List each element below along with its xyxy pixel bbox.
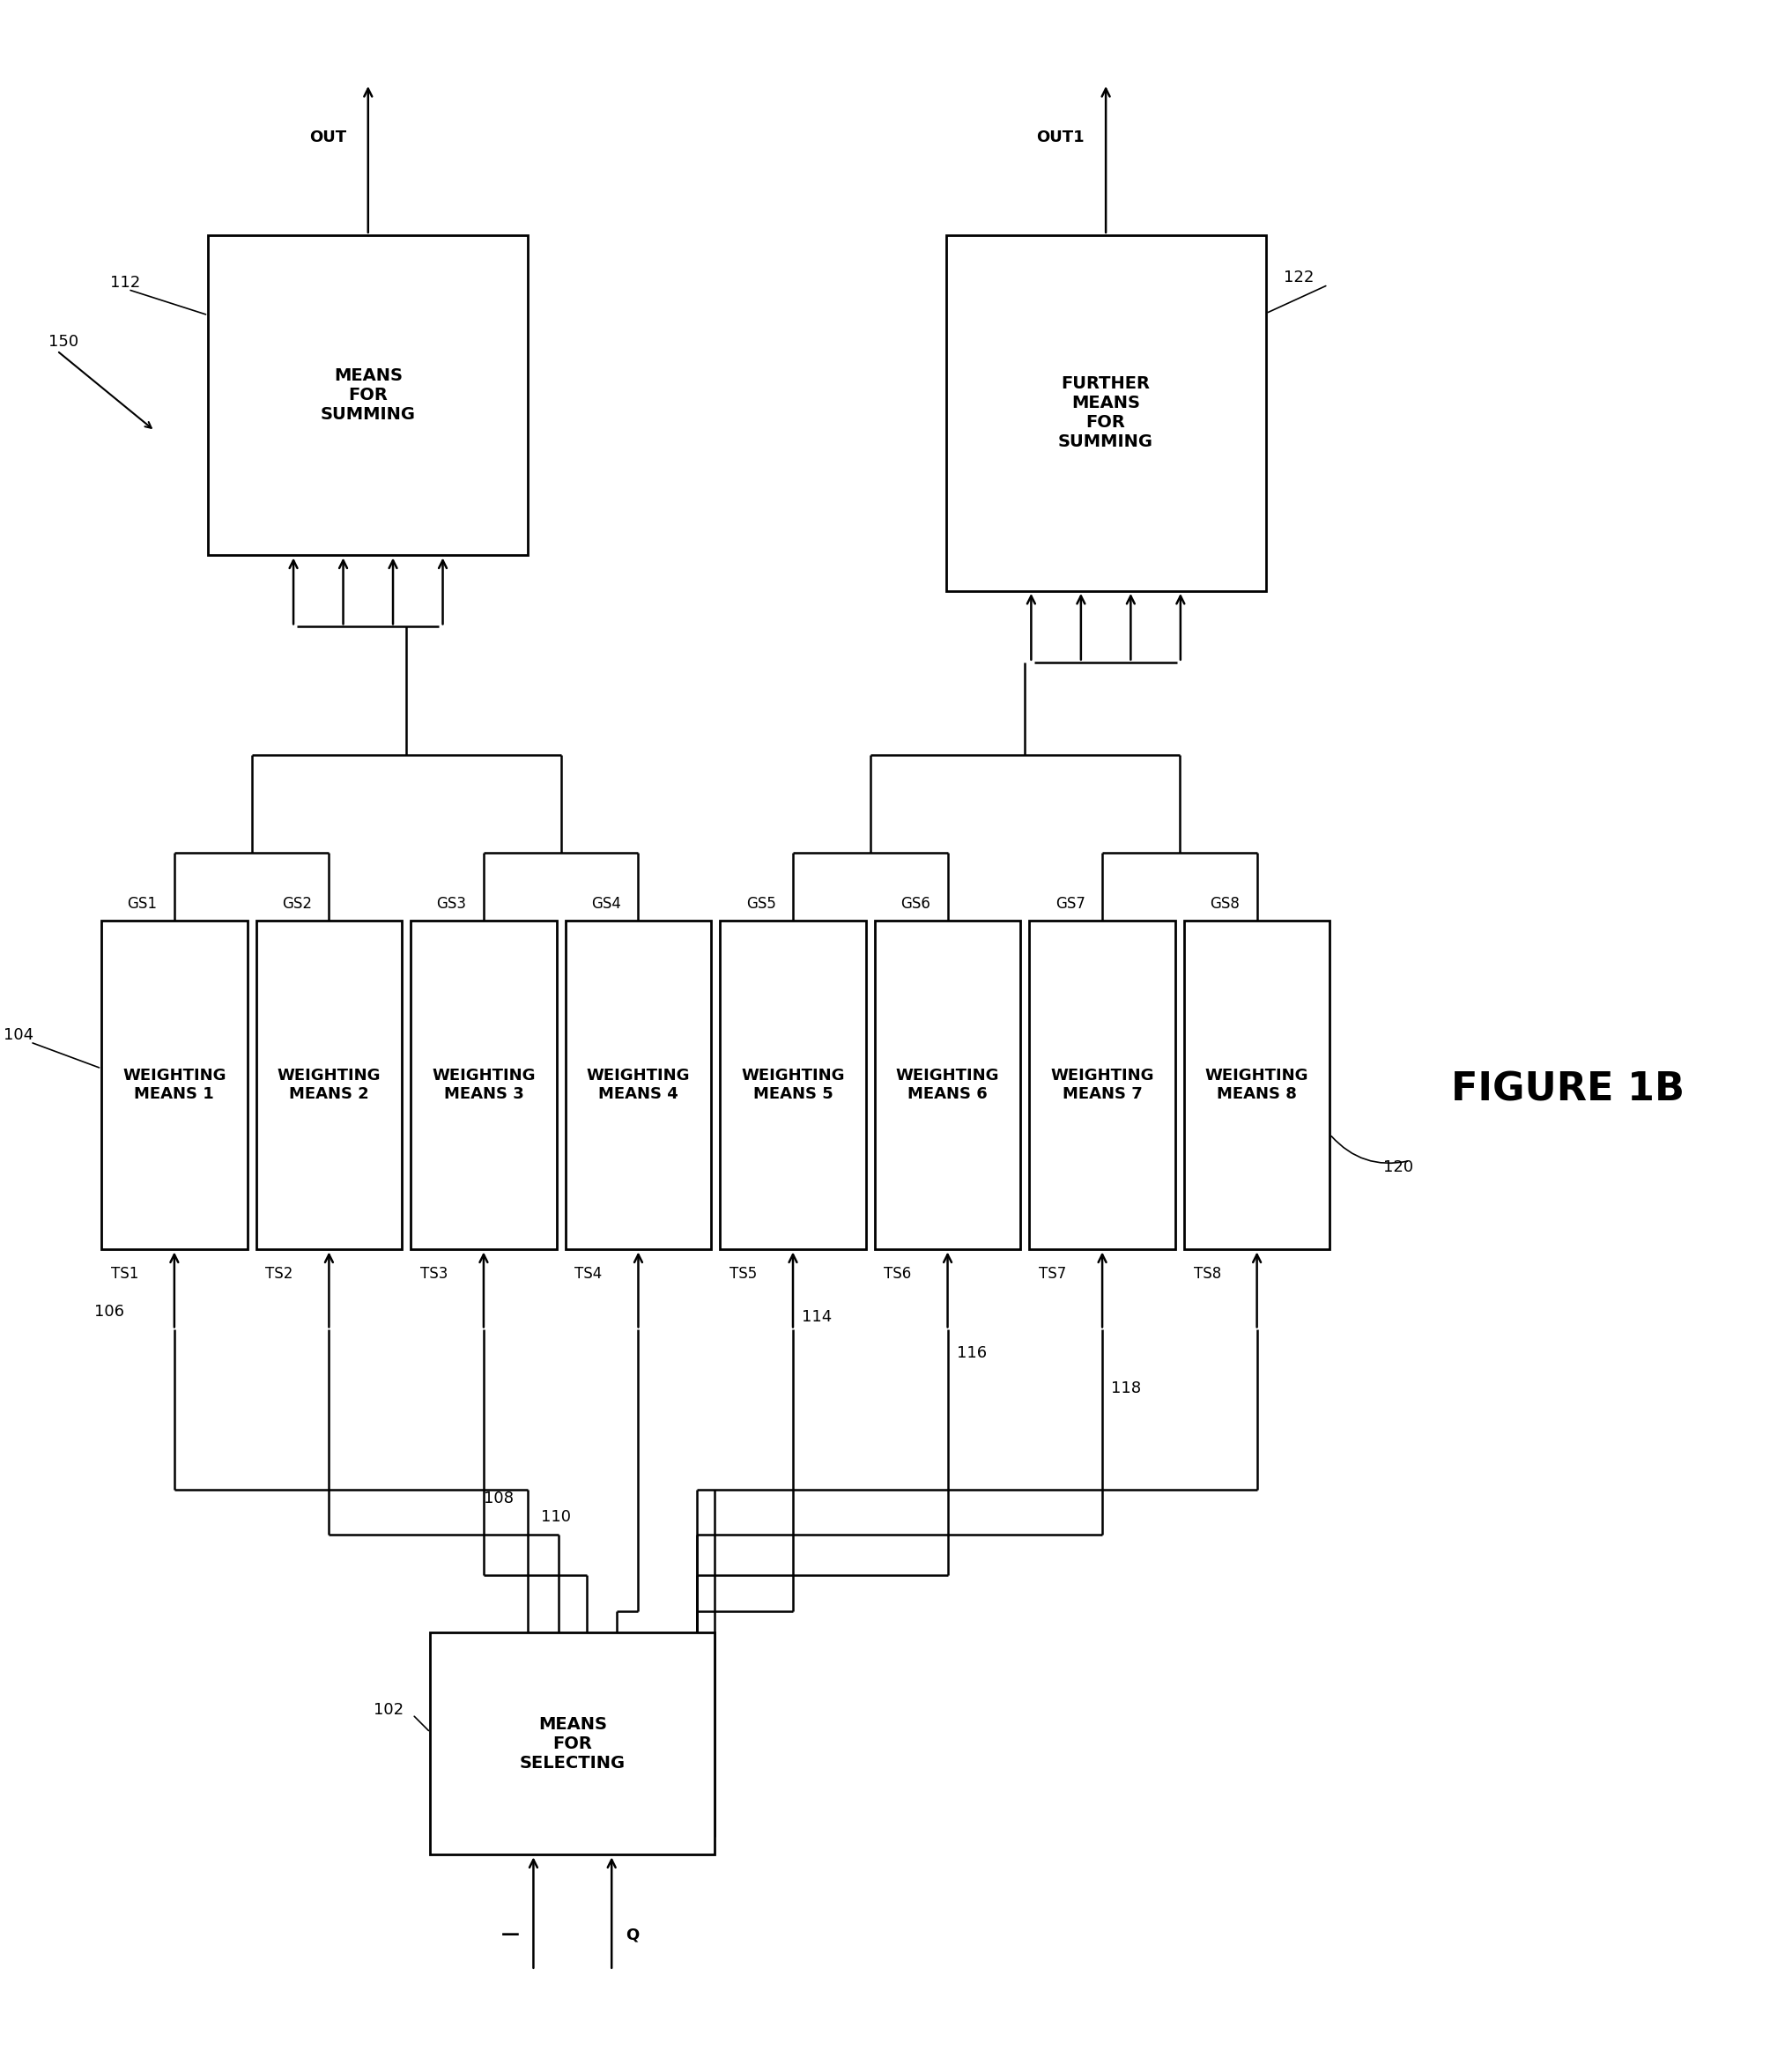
Text: 116: 116	[957, 1345, 987, 1361]
Text: WEIGHTING
MEANS 4: WEIGHTING MEANS 4	[587, 1067, 691, 1102]
Text: GS8: GS8	[1210, 895, 1241, 912]
Bar	[255, 920, 402, 1249]
Text: TS8: TS8	[1194, 1266, 1221, 1283]
Text: WEIGHTING
MEANS 3: WEIGHTING MEANS 3	[432, 1067, 536, 1102]
Text: WEIGHTING
MEANS 5: WEIGHTING MEANS 5	[741, 1067, 844, 1102]
Bar	[719, 920, 866, 1249]
Bar	[1183, 920, 1330, 1249]
Text: GS3: GS3	[437, 895, 466, 912]
Text: 120: 120	[1383, 1160, 1414, 1175]
Text: TS5: TS5	[730, 1266, 757, 1283]
Bar	[946, 234, 1266, 591]
Text: TS6: TS6	[884, 1266, 912, 1283]
Text: 122: 122	[1283, 269, 1314, 286]
Text: FURTHER
MEANS
FOR
SUMMING: FURTHER MEANS FOR SUMMING	[1059, 375, 1153, 450]
Bar	[430, 1633, 714, 1854]
Text: TS2: TS2	[266, 1266, 293, 1283]
Text: WEIGHTING
MEANS 2: WEIGHTING MEANS 2	[277, 1067, 380, 1102]
Bar	[875, 920, 1021, 1249]
Text: WEIGHTING
MEANS 7: WEIGHTING MEANS 7	[1051, 1067, 1155, 1102]
Text: TS7: TS7	[1039, 1266, 1066, 1283]
Text: 102: 102	[373, 1703, 403, 1718]
Text: WEIGHTING
MEANS 6: WEIGHTING MEANS 6	[896, 1067, 1000, 1102]
Text: GS2: GS2	[282, 895, 312, 912]
Text: GS5: GS5	[746, 895, 776, 912]
Text: MEANS
FOR
SUMMING: MEANS FOR SUMMING	[321, 367, 416, 423]
Text: OUT1: OUT1	[1037, 128, 1085, 145]
Text: TS1: TS1	[111, 1266, 139, 1283]
Text: 112: 112	[111, 276, 141, 290]
Text: 108: 108	[484, 1492, 514, 1506]
Bar	[209, 234, 528, 555]
Bar	[566, 920, 710, 1249]
Text: TS3: TS3	[419, 1266, 448, 1283]
Text: 106: 106	[95, 1303, 125, 1320]
Text: WEIGHTING
MEANS 1: WEIGHTING MEANS 1	[123, 1067, 227, 1102]
Text: Q: Q	[627, 1927, 639, 1944]
Text: GS1: GS1	[127, 895, 157, 912]
Bar	[1030, 920, 1175, 1249]
Text: TS4: TS4	[575, 1266, 602, 1283]
Text: GS4: GS4	[591, 895, 621, 912]
Text: MEANS
FOR
SELECTING: MEANS FOR SELECTING	[519, 1716, 625, 1772]
Text: 104: 104	[4, 1028, 34, 1044]
Text: 114: 114	[801, 1310, 832, 1326]
Text: —: —	[502, 1927, 519, 1944]
Bar	[102, 920, 246, 1249]
Text: 110: 110	[541, 1508, 571, 1525]
Text: GS6: GS6	[901, 895, 930, 912]
Text: 118: 118	[1110, 1380, 1141, 1397]
Text: GS7: GS7	[1055, 895, 1085, 912]
Text: WEIGHTING
MEANS 8: WEIGHTING MEANS 8	[1205, 1067, 1308, 1102]
Text: OUT: OUT	[309, 128, 346, 145]
Text: 150: 150	[48, 334, 79, 350]
Bar	[411, 920, 557, 1249]
Text: FIGURE 1B: FIGURE 1B	[1451, 1071, 1685, 1109]
